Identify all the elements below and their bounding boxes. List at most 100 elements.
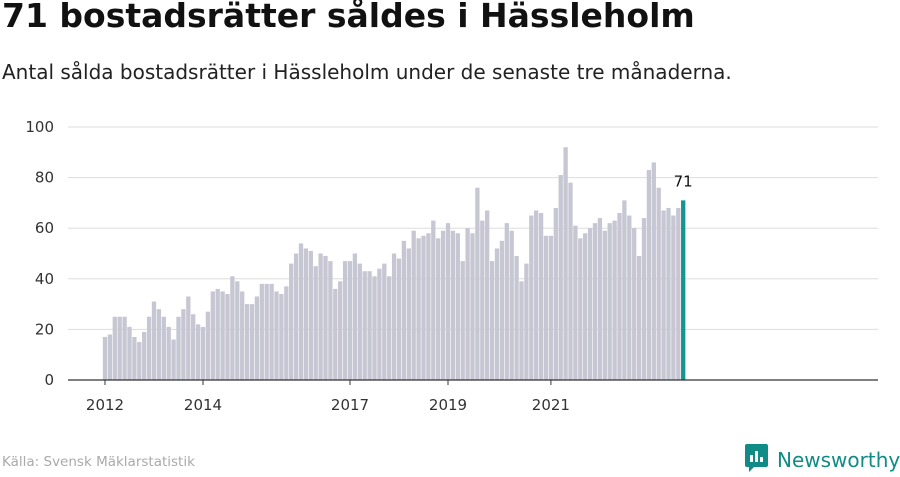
bar <box>646 170 652 380</box>
bar <box>475 187 480 380</box>
page-subtitle: Antal sålda bostadsrätter i Hässleholm u… <box>2 60 732 84</box>
x-tick-label: 2017 <box>331 396 369 414</box>
bar <box>529 215 534 380</box>
bar <box>411 230 416 380</box>
bar <box>372 276 377 380</box>
bar <box>524 263 529 380</box>
bar <box>651 162 656 380</box>
bar <box>112 316 117 380</box>
bar <box>195 324 201 380</box>
y-tick-label: 0 <box>44 371 54 389</box>
bar <box>347 261 353 380</box>
brand[interactable]: Newsworthy <box>744 443 900 477</box>
bar <box>313 266 318 380</box>
bar <box>284 286 289 380</box>
bar <box>333 288 338 380</box>
bar <box>298 243 304 380</box>
bar <box>156 309 162 380</box>
bar <box>676 207 681 380</box>
bar <box>583 233 588 380</box>
bar <box>274 291 279 380</box>
bar <box>382 263 387 380</box>
source-credit: Källa: Svensk Mäklarstatistik <box>2 454 195 470</box>
bar <box>460 261 465 380</box>
bar <box>597 218 603 380</box>
bar <box>289 263 294 380</box>
bar <box>587 228 593 380</box>
bar <box>137 342 142 380</box>
bar <box>636 256 642 380</box>
bar <box>671 215 676 380</box>
bar <box>269 283 274 380</box>
bar <box>391 253 397 380</box>
bar <box>117 316 122 380</box>
y-tick-label: 40 <box>35 270 54 288</box>
bar <box>396 258 402 380</box>
newsworthy-logo-icon <box>744 443 769 477</box>
bar <box>455 233 460 380</box>
bar <box>303 248 309 380</box>
bar <box>264 283 269 380</box>
bar <box>220 291 225 380</box>
bar <box>279 293 284 380</box>
bar <box>509 230 514 380</box>
bar <box>504 223 509 380</box>
bar <box>656 187 661 380</box>
bar <box>107 334 113 380</box>
bar <box>514 256 519 380</box>
bar <box>166 326 171 380</box>
bar <box>485 210 490 380</box>
bar <box>558 175 563 380</box>
bar <box>440 230 446 380</box>
bar <box>240 291 245 380</box>
bar <box>401 240 407 380</box>
bar <box>328 261 333 380</box>
bar <box>632 228 637 380</box>
bar <box>323 256 328 380</box>
bar <box>146 316 152 380</box>
bar <box>181 309 186 380</box>
x-tick-label: 2012 <box>86 396 124 414</box>
bar <box>367 271 372 380</box>
bar <box>259 283 264 380</box>
bar <box>465 228 470 380</box>
bar <box>416 238 421 380</box>
bar <box>548 235 554 380</box>
bar <box>205 311 211 380</box>
bar <box>338 281 343 380</box>
y-tick-label: 60 <box>35 219 54 237</box>
x-tick-label: 2019 <box>429 396 467 414</box>
bar <box>142 331 147 380</box>
bar <box>578 238 583 380</box>
bar <box>387 276 392 380</box>
bar <box>592 223 598 380</box>
bar <box>627 215 632 380</box>
bar <box>499 240 505 380</box>
bar <box>249 304 255 380</box>
bar <box>534 210 539 380</box>
bar <box>161 316 166 380</box>
bar <box>254 296 260 380</box>
bar <box>171 339 176 380</box>
bar <box>318 253 323 380</box>
bar <box>406 248 411 380</box>
bar <box>230 276 235 380</box>
bar <box>151 301 157 380</box>
bar <box>519 281 524 380</box>
brand-name: Newsworthy <box>777 448 900 472</box>
x-tick-label: 2014 <box>184 396 222 414</box>
bar <box>445 223 451 380</box>
bar <box>617 213 622 380</box>
bar <box>450 230 456 380</box>
page-title: 71 bostadsrätter såldes i Hässleholm <box>2 0 695 35</box>
bar <box>470 233 475 380</box>
bar <box>210 291 215 380</box>
bar <box>102 336 108 380</box>
bar <box>543 235 549 380</box>
bar <box>191 314 196 380</box>
bar <box>377 268 382 380</box>
bar <box>357 263 362 380</box>
bar <box>622 200 627 380</box>
bar <box>215 288 220 380</box>
